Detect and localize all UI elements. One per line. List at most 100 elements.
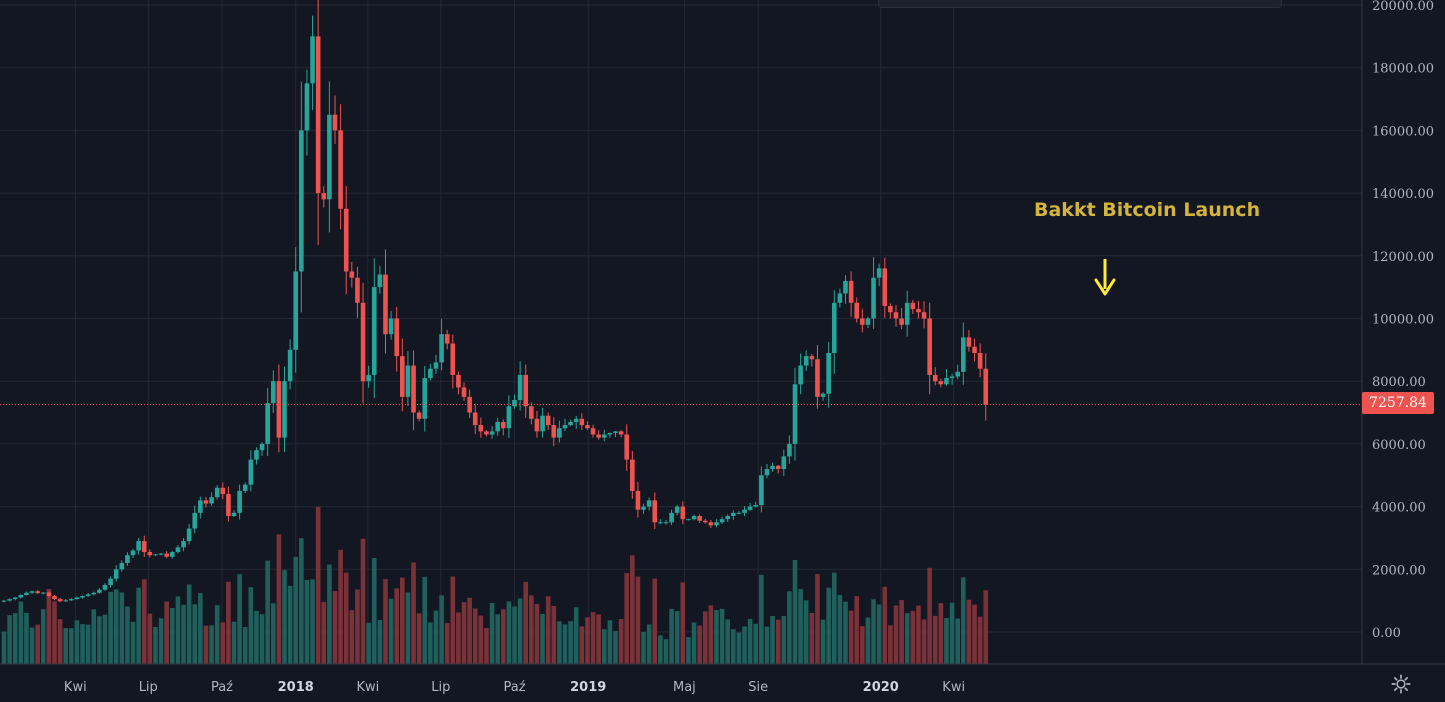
volume-bar [259,614,265,664]
top-toolbar[interactable] [878,0,1282,8]
y-tick-label: 8000.00 [1372,375,1426,390]
candle-body [484,431,489,435]
x-tick-label: Lip [139,680,158,695]
volume-bar [944,617,949,664]
volume-bar [192,604,198,664]
candle-body [315,36,321,194]
volume-bar [315,507,321,664]
volume-bar [837,594,843,664]
volume-bar [977,616,983,664]
candle-body [209,497,214,504]
y-tick-label: 14000.00 [1372,187,1434,202]
volume-bar [573,607,579,664]
candle-body [383,274,388,335]
volume-bar [792,560,798,664]
x-tick-label: 2018 [278,680,314,695]
price-axis[interactable]: 20000.00 18000.00 16000.00 14000.00 12000.00… [1361,0,1434,664]
candle-body [540,415,545,432]
volume-bar [327,564,332,664]
candle-body [882,268,888,306]
volume-bar [590,612,596,664]
candle-body [472,412,478,426]
candle-body [770,465,775,469]
volume-bar [416,613,422,664]
volume-bar [646,624,652,664]
volume-bar [1,631,7,664]
volume-bar [921,619,927,664]
candle-body [764,468,770,476]
volume-bar [596,614,601,664]
candle-body [203,500,209,504]
volume-bar [966,599,972,664]
candle-body [590,428,596,435]
candle-body [529,406,534,419]
volume-bar [820,619,826,664]
candle-body [523,374,529,407]
candle-body [624,434,630,460]
candle-body [557,428,562,438]
volume-bar [63,628,69,664]
volume-bar [158,618,164,664]
volume-bar [523,581,529,664]
candle-body [972,346,977,353]
candle-body [585,425,590,429]
y-tick-label: 0.00 [1372,626,1401,641]
candle-body [461,387,467,397]
volume-bar [641,631,646,664]
candle-body [411,365,416,413]
y-tick-label: 16000.00 [1372,124,1434,139]
volume-bar [52,601,57,664]
volume-bar [349,610,355,664]
y-tick-label: 20000.00 [1372,0,1434,14]
candle-body [226,494,231,517]
candle-body [658,522,663,524]
volume-bar [377,619,383,664]
volume-bar [781,615,787,664]
volume-bar [304,579,310,664]
volume-bar [798,588,803,664]
candle-body [725,516,730,520]
candle-body [164,553,169,557]
candle-body [181,541,186,548]
volume-bar [226,581,231,664]
candle-body [489,431,495,435]
candle-body [338,130,343,209]
volume-bar [910,610,916,664]
candle-body [798,365,803,385]
volume-bar [529,595,534,664]
volume-bar [293,556,299,664]
candle-body [170,552,175,557]
volume-bar [181,604,186,664]
candle-body [899,318,904,325]
y-tick-label: 2000.00 [1372,563,1426,578]
candle-body [153,554,158,556]
candle-body [343,208,349,272]
candle-body [809,356,815,360]
volume-bar [708,605,714,664]
volume-bar [759,574,764,664]
candle-body [781,456,787,469]
volume-bar [770,615,775,664]
volume-bar [534,603,540,664]
volume-bar [601,629,607,664]
settings-gear-icon[interactable] [1390,673,1412,695]
volume-bar [674,611,680,664]
y-tick-label: 4000.00 [1372,501,1426,516]
candle-body [125,555,130,564]
candle-body [405,365,411,397]
candle-body [983,368,989,405]
volume-bar [854,596,860,664]
volume-bar [714,609,719,664]
volume-bar [618,619,624,664]
candle-body [147,552,153,556]
volume-bar [428,622,433,664]
candle-body [691,516,697,520]
time-axis[interactable]: Kwi Lip Paź 2018 Kwi Lip Paź 2019 Maj Sie 2020 Kwi [0,663,1445,695]
candle-body [299,130,304,272]
annotation-label: Bakkt Bitcoin Launch [1034,199,1261,221]
volume-bar [680,582,686,664]
candle-body [831,302,837,353]
candle-body [686,519,691,521]
candle-body [439,334,444,363]
